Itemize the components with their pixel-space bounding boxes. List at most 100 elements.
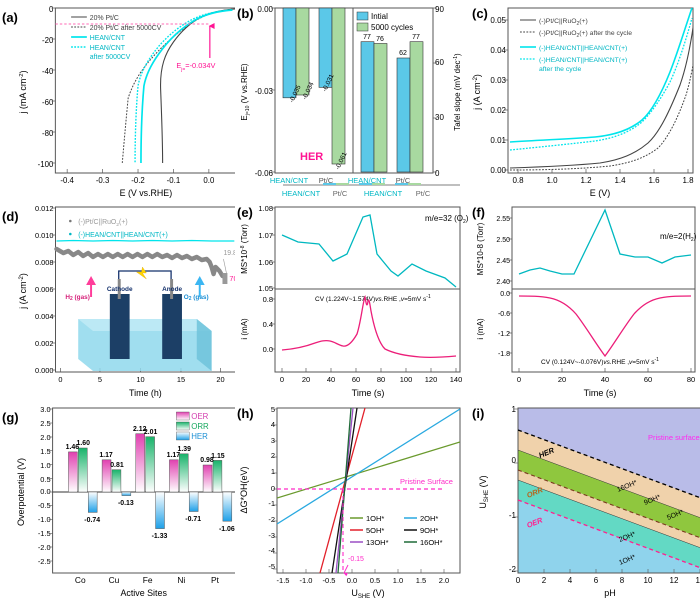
svg-text:120: 120: [425, 375, 438, 384]
svg-text:(f): (f): [472, 205, 485, 220]
svg-text:MS*10-8 (Torr): MS*10-8 (Torr): [476, 222, 485, 275]
svg-text:-0.03: -0.03: [255, 87, 274, 96]
svg-text:MS*10-8 (Torr): MS*10-8 (Torr): [240, 224, 249, 274]
svg-text:140: 140: [450, 375, 463, 384]
svg-text:0.002: 0.002: [35, 339, 54, 348]
svg-text:1.5: 1.5: [416, 576, 426, 585]
svg-text:2: 2: [542, 576, 547, 585]
svg-text:(-)Pt/C||RuO2(+) after the cyc: (-)Pt/C||RuO2(+) after the cycle: [539, 30, 632, 39]
svg-text:2.5: 2.5: [40, 419, 50, 428]
svg-text:-1.8: -1.8: [498, 351, 510, 358]
svg-text:-0.1: -0.1: [167, 176, 181, 185]
svg-text:after 5000CV: after 5000CV: [90, 54, 131, 61]
svg-text:-0.2: -0.2: [131, 176, 145, 185]
svg-text:ΔG*OH(eV): ΔG*OH(eV): [239, 466, 249, 513]
svg-text:Tafel slope (mV dec-1): Tafel slope (mV dec-1): [453, 53, 462, 131]
svg-text:(-)HEAN/CNT||HEAN/CNT(+): (-)HEAN/CNT||HEAN/CNT(+): [539, 45, 627, 52]
svg-text:Cu: Cu: [109, 575, 120, 585]
svg-text:(b): (b): [237, 6, 254, 21]
svg-text:0.04: 0.04: [490, 46, 506, 55]
svg-text:(-)HEAN/CNT||HEAN/CNT(+): (-)HEAN/CNT||HEAN/CNT(+): [78, 232, 168, 239]
svg-text:0.0: 0.0: [347, 576, 357, 585]
svg-text:2.50: 2.50: [496, 237, 510, 244]
svg-text:ORR: ORR: [191, 422, 209, 431]
svg-text:100: 100: [400, 375, 413, 384]
svg-text:E (V): E (V): [590, 188, 611, 198]
svg-text:Time (s): Time (s): [352, 388, 385, 398]
svg-text:1: 1: [271, 467, 275, 476]
svg-text:0.004: 0.004: [35, 312, 54, 321]
svg-text:0.5: 0.5: [370, 576, 380, 585]
svg-text:3: 3: [271, 436, 275, 445]
svg-text:0.5: 0.5: [40, 475, 50, 484]
svg-text:E (V vs.RHE): E (V vs.RHE): [120, 188, 173, 198]
svg-text:-1.06: -1.06: [219, 526, 235, 533]
svg-text:Anode: Anode: [162, 286, 182, 293]
svg-text:20% Pt/C after 5000CV: 20% Pt/C after 5000CV: [90, 25, 162, 32]
svg-text:-0.5: -0.5: [323, 576, 336, 585]
svg-text:m/e=2(H2): m/e=2(H2): [660, 232, 697, 243]
svg-text:20: 20: [216, 375, 224, 384]
svg-text:-0.6: -0.6: [498, 311, 510, 318]
svg-text:5: 5: [98, 375, 102, 384]
svg-text:1.17: 1.17: [167, 452, 181, 459]
svg-text:80: 80: [377, 375, 385, 384]
svg-text:2.55: 2.55: [496, 216, 510, 223]
svg-text:5: 5: [271, 405, 275, 414]
svg-text:0.8: 0.8: [512, 176, 524, 185]
svg-text:-1.2: -1.2: [498, 331, 510, 338]
svg-text:62: 62: [399, 50, 407, 57]
svg-text:15: 15: [177, 375, 185, 384]
svg-text:O2 (gas): O2 (gas): [184, 294, 209, 302]
svg-text:0: 0: [280, 375, 284, 384]
svg-text:0.0: 0.0: [40, 487, 50, 496]
svg-text:Ej==-0.034V: Ej==-0.034V: [176, 61, 215, 73]
svg-text:2.0: 2.0: [40, 433, 50, 442]
svg-text:1.17: 1.17: [99, 452, 113, 459]
svg-text:pH: pH: [604, 588, 616, 598]
svg-text:2: 2: [271, 451, 275, 460]
svg-text:1.0: 1.0: [40, 461, 50, 470]
svg-text:0.8: 0.8: [263, 295, 273, 304]
svg-text:(a): (a): [2, 10, 18, 25]
svg-text:30: 30: [435, 113, 444, 122]
svg-text:9OH*: 9OH*: [420, 526, 438, 535]
svg-text:-80: -80: [42, 129, 54, 138]
svg-text:Fe: Fe: [143, 575, 153, 585]
svg-text:6: 6: [594, 576, 599, 585]
svg-text:12: 12: [670, 576, 679, 585]
svg-text:2OH*: 2OH*: [420, 514, 438, 523]
svg-text:-40: -40: [42, 67, 54, 76]
svg-text:1.08: 1.08: [258, 204, 273, 213]
svg-text:1.06: 1.06: [258, 258, 273, 267]
svg-text:HER: HER: [191, 432, 208, 441]
svg-text:Pt/C: Pt/C: [416, 189, 431, 198]
svg-text:0.00: 0.00: [490, 166, 506, 175]
svg-text:(g): (g): [2, 410, 19, 425]
svg-text:14: 14: [696, 576, 700, 585]
svg-text:i (mA): i (mA): [240, 318, 249, 340]
svg-text:-1.0: -1.0: [300, 576, 313, 585]
svg-text:-3: -3: [268, 531, 275, 540]
svg-text:(-)HEAN/CNT||HEAN/CNT(+): (-)HEAN/CNT||HEAN/CNT(+): [539, 57, 627, 64]
svg-text:10: 10: [136, 375, 144, 384]
svg-text:-4: -4: [268, 546, 275, 555]
svg-text:-0.71: -0.71: [185, 516, 201, 523]
svg-text:-0.74: -0.74: [84, 517, 100, 524]
svg-text:-1.5: -1.5: [277, 576, 290, 585]
svg-text:-2: -2: [268, 515, 275, 524]
svg-text:HEAN/CNT: HEAN/CNT: [90, 45, 126, 52]
svg-text:8: 8: [620, 576, 625, 585]
svg-text:1: 1: [512, 405, 517, 414]
svg-text:Time (s): Time (s): [584, 388, 617, 398]
svg-text:-0.15: -0.15: [348, 556, 364, 563]
svg-text:CV (1.224V~1.574V)vs.RHE ,v=5m: CV (1.224V~1.574V)vs.RHE ,v=5mV s-1: [315, 294, 431, 303]
svg-text:20: 20: [558, 375, 566, 384]
svg-text:10: 10: [644, 576, 653, 585]
svg-text:0.00: 0.00: [257, 5, 273, 14]
svg-text:0.000: 0.000: [35, 366, 54, 375]
svg-text:0: 0: [49, 5, 54, 14]
svg-text:1.8: 1.8: [682, 176, 694, 185]
svg-text:(d): (d): [2, 209, 19, 224]
svg-text:0.02: 0.02: [490, 106, 506, 115]
